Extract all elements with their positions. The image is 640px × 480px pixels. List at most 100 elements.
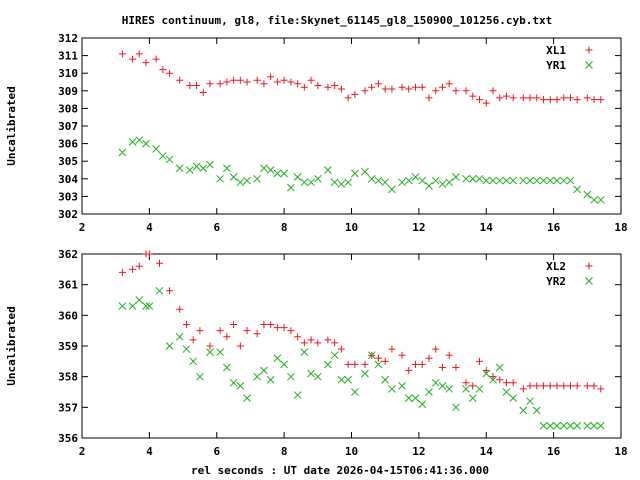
data-point xyxy=(405,367,413,375)
data-point xyxy=(267,73,275,81)
data-point xyxy=(337,345,345,353)
data-point xyxy=(526,382,534,390)
data-point xyxy=(482,99,490,107)
data-point xyxy=(216,174,224,183)
data-point xyxy=(216,80,224,88)
data-point xyxy=(540,382,548,390)
data-point xyxy=(260,80,268,88)
data-point xyxy=(229,378,238,387)
data-point xyxy=(462,385,470,393)
data-point xyxy=(553,421,561,430)
data-point xyxy=(260,366,268,375)
data-point xyxy=(469,92,477,100)
data-point xyxy=(546,421,555,430)
data-point xyxy=(330,178,339,187)
data-point xyxy=(165,155,174,164)
data-point xyxy=(331,339,339,347)
data-point xyxy=(468,394,477,402)
data-point xyxy=(280,324,288,332)
data-point xyxy=(128,302,137,310)
data-point xyxy=(300,83,308,91)
data-point xyxy=(418,176,427,185)
data-point xyxy=(398,178,406,187)
data-point xyxy=(482,367,490,375)
x-tick-label: 6 xyxy=(213,221,220,234)
data-point xyxy=(489,373,497,381)
data-point xyxy=(189,357,198,366)
y-tick-label: 309 xyxy=(58,85,78,98)
data-point xyxy=(381,375,390,384)
data-point xyxy=(206,80,214,88)
data-point xyxy=(266,166,275,174)
data-point xyxy=(374,360,383,369)
data-point xyxy=(307,336,315,344)
data-point xyxy=(412,360,420,368)
data-point xyxy=(142,302,150,310)
data-point xyxy=(452,363,460,371)
legend-label: YR1 xyxy=(546,59,566,72)
data-point xyxy=(590,196,598,204)
x-tick-label: 4 xyxy=(146,221,153,234)
data-point xyxy=(519,385,527,393)
x-tick-label: 16 xyxy=(547,221,561,234)
data-point xyxy=(496,94,504,102)
data-point xyxy=(266,375,275,384)
x-tick-label: 10 xyxy=(345,221,358,234)
data-point xyxy=(361,369,369,378)
data-point xyxy=(280,169,288,178)
data-point xyxy=(489,87,497,95)
data-point xyxy=(526,176,534,185)
data-point xyxy=(344,178,352,187)
data-point xyxy=(236,382,245,390)
data-point xyxy=(560,382,568,390)
x-tick-label: 12 xyxy=(412,221,425,234)
data-point xyxy=(287,78,295,86)
data-point xyxy=(381,178,390,187)
data-point xyxy=(196,327,204,335)
y-tick-label: 305 xyxy=(58,155,78,168)
series-yr1 xyxy=(118,136,605,204)
data-point xyxy=(159,66,167,74)
legend-marker xyxy=(585,61,593,69)
chart-title: HIRES continuum, gl8, file:Skynet_61145_… xyxy=(122,14,552,27)
y-tick-label: 310 xyxy=(58,67,78,80)
data-point xyxy=(337,180,346,188)
data-point xyxy=(532,406,541,415)
data-point xyxy=(539,421,548,430)
x-tick-label: 18 xyxy=(614,221,627,234)
data-point xyxy=(590,96,598,104)
x-axis-label: rel seconds : UT date 2026-04-15T06:41:3… xyxy=(191,464,489,477)
data-point xyxy=(351,169,359,178)
data-point xyxy=(287,183,295,192)
data-point xyxy=(495,363,504,372)
data-point xyxy=(166,287,174,295)
data-point xyxy=(597,385,605,393)
data-point xyxy=(152,55,160,63)
data-point xyxy=(260,164,268,173)
data-point xyxy=(452,87,460,95)
data-point xyxy=(425,388,433,396)
data-point xyxy=(509,394,518,402)
x-tick-label: 16 xyxy=(547,445,561,458)
data-point xyxy=(216,327,224,335)
data-point xyxy=(411,173,420,181)
data-point xyxy=(223,164,231,173)
data-point xyxy=(388,85,396,93)
data-point xyxy=(452,173,460,181)
data-point xyxy=(155,286,164,295)
data-point xyxy=(573,96,581,104)
data-point xyxy=(118,50,126,58)
data-point xyxy=(367,351,376,360)
x-tick-label: 6 xyxy=(213,445,220,458)
data-point xyxy=(287,372,295,381)
data-point xyxy=(344,375,352,384)
data-point xyxy=(374,354,382,362)
data-point xyxy=(519,406,528,415)
y-tick-label: 311 xyxy=(58,50,78,63)
data-point xyxy=(351,90,359,98)
data-point xyxy=(502,176,511,185)
data-point xyxy=(267,321,275,329)
data-point xyxy=(273,324,281,332)
data-point xyxy=(540,96,548,104)
data-point xyxy=(331,82,339,90)
